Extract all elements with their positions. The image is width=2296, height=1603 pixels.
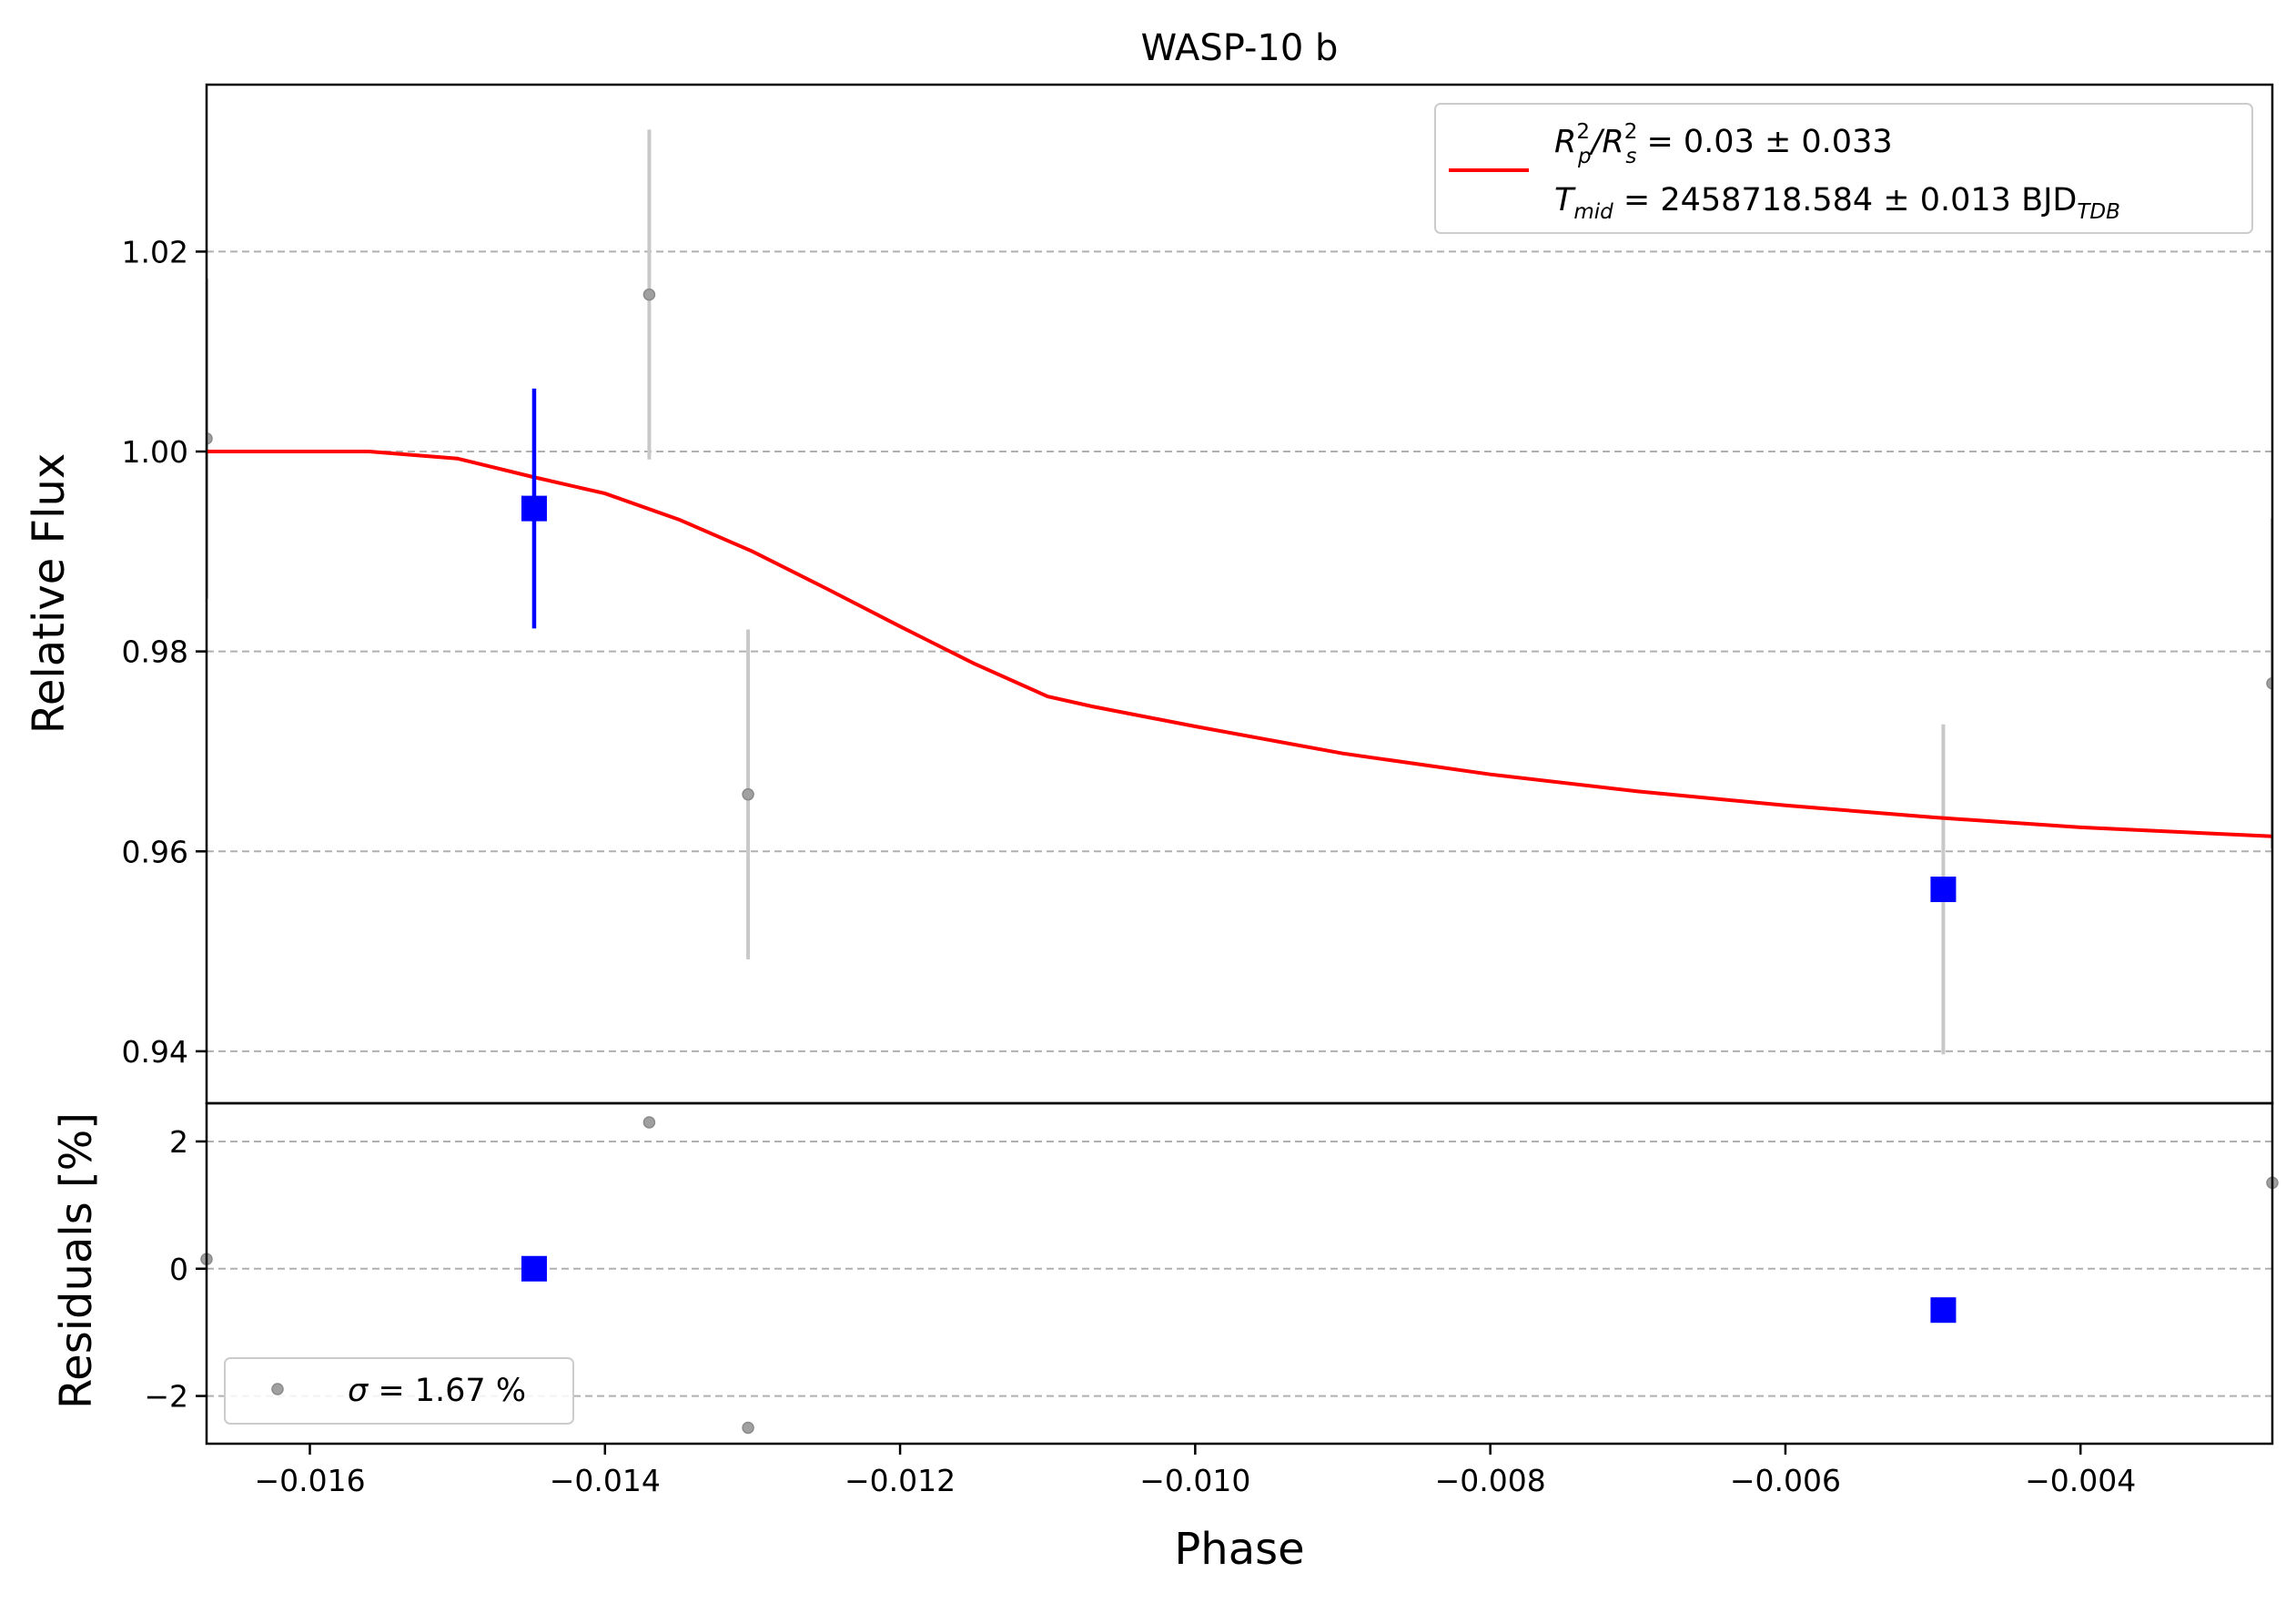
x-tick-label: −0.010: [1139, 1463, 1250, 1498]
x-tick-label: −0.008: [1435, 1463, 1546, 1498]
bottom-y-tick-label: −2: [144, 1379, 188, 1415]
top-y-tick-label: 0.94: [122, 1034, 188, 1070]
raw-data-point: [2266, 677, 2272, 690]
bottom-y-axis-label: Residuals [%]: [51, 1112, 102, 1409]
transit-model-line: [207, 450, 2272, 838]
legend-residual-marker: [271, 1383, 284, 1395]
raw-data-point: [742, 787, 754, 801]
bottom-y-tick-label: 0: [169, 1252, 188, 1287]
x-tick-label: −0.016: [254, 1463, 365, 1498]
legend-residual-scatter: σ = 1.67 %: [348, 1373, 526, 1409]
x-tick-label: −0.012: [845, 1463, 956, 1498]
top-y-tick-label: 1.00: [122, 434, 188, 470]
bottom-legend-box: [224, 1357, 574, 1425]
top-legend-box: [1434, 103, 2253, 234]
bottom-panel-series: [200, 1116, 2279, 1435]
raw-data-point: [642, 288, 656, 301]
bottom-panel-frame: [205, 1101, 2274, 1446]
x-tick-label: −0.004: [2025, 1463, 2136, 1498]
top-y-tick-label: 0.98: [122, 634, 188, 670]
residual-binned-point: [1930, 1297, 1957, 1324]
x-tick-label: −0.014: [550, 1463, 661, 1498]
legend-mid-transit-time: Tmid = 2458718.584 ± 0.013 BJDTDB: [1554, 182, 2120, 224]
residual-binned-point: [521, 1255, 547, 1282]
bottom-y-tick-label: 2: [169, 1124, 188, 1160]
top-y-axis-label: Relative Flux: [24, 453, 75, 735]
raw-data-point: [207, 431, 213, 445]
top-panel-y-ticks: 0.94 0.96 0.98 1.00 1.02: [122, 234, 207, 1070]
binned-data-point: [1930, 876, 1957, 902]
residual-raw-point: [742, 1421, 754, 1435]
top-panel-series: [207, 129, 2272, 1055]
x-axis-label: Phase: [1174, 1524, 1304, 1575]
chart-title: WASP-10 b: [1141, 27, 1339, 69]
top-legend: R2 p/R2 s = 0.03 ± 0.033 Tmid = 2458718.58…: [1434, 103, 2253, 234]
top-y-tick-label: 0.96: [122, 834, 188, 869]
bottom-panel-y-ticks: −2 0 2: [144, 1124, 207, 1415]
legend-radius-ratio: R2 p/R2 s = 0.03 ± 0.033: [1554, 120, 1893, 168]
binned-data-point: [521, 495, 547, 522]
x-tick-label: −0.006: [1730, 1463, 1841, 1498]
top-y-tick-label: 1.02: [122, 234, 188, 269]
residual-raw-point: [642, 1116, 656, 1129]
x-axis-ticks: −0.016 −0.014 −0.012 −0.010 −0.008 −0.006 −0.0…: [254, 1444, 2136, 1498]
top-panel-grid: [207, 250, 2272, 1052]
bottom-legend: σ = 1.67 %: [224, 1357, 574, 1425]
